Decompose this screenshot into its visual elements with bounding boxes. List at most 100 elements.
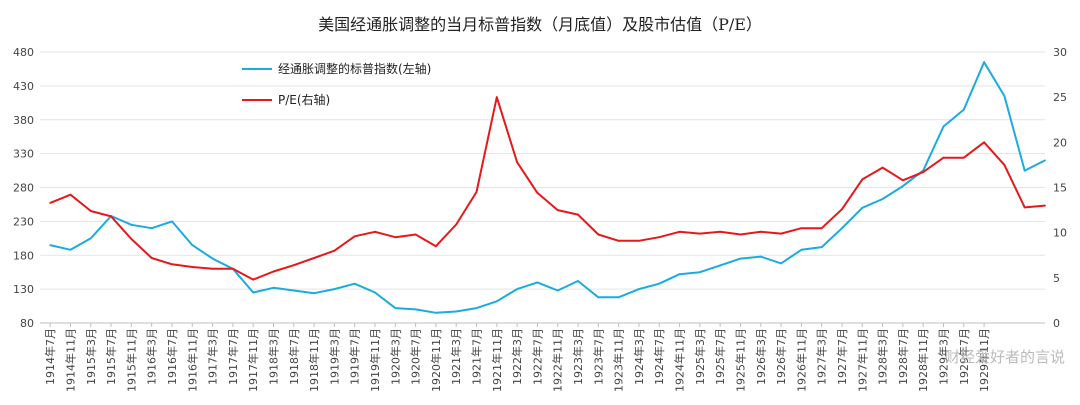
index-point — [841, 227, 843, 230]
pe-point — [191, 266, 194, 268]
index-point — [983, 61, 985, 64]
x-tick-label: 1921年11月 — [490, 328, 504, 392]
y-tick-label: 80 — [20, 317, 34, 330]
y-tick-label: 280 — [13, 182, 34, 195]
index-point — [678, 273, 681, 276]
pe-point — [902, 179, 904, 182]
x-tick-label: 1917年3月 — [206, 328, 220, 385]
x-tick-label: 1924年11月 — [673, 328, 687, 392]
x-tick-label: 1923年11月 — [612, 328, 626, 392]
index-point — [536, 281, 539, 284]
pe-point — [577, 213, 579, 216]
index-point — [191, 244, 194, 247]
pe-point — [292, 264, 295, 267]
x-tick-label: 1927年7月 — [835, 328, 849, 385]
pe-point — [495, 96, 498, 99]
y-tick-label: 380 — [13, 114, 34, 127]
pe-point — [272, 270, 275, 273]
axes: 80 130 180 230 280 330 380 430 480 0 5 10 15 20 25 30 19… — [13, 46, 1067, 392]
index-point — [353, 282, 356, 285]
index-point — [577, 280, 579, 282]
y2-tick-label: 25 — [1053, 91, 1067, 104]
index-point — [414, 308, 417, 311]
pe-point — [150, 257, 153, 259]
index-point — [800, 248, 803, 251]
y-tick-label: 230 — [13, 215, 34, 228]
index-point — [171, 220, 173, 223]
y-tick-label: 430 — [13, 80, 34, 93]
x-tick-label: 1916年11月 — [185, 328, 199, 392]
legend-label: P/E(右轴) — [278, 92, 330, 107]
index-point — [556, 289, 559, 292]
index-point — [820, 246, 823, 249]
pe-point — [475, 191, 478, 193]
index-point — [89, 237, 92, 240]
x-tick-label: 1916年3月 — [145, 328, 159, 385]
x-tick-label: 1924年7月 — [652, 328, 666, 385]
x-tick-label: 1923年7月 — [591, 328, 605, 385]
pe-point — [556, 209, 559, 212]
pe-point — [942, 156, 945, 159]
pe-point — [638, 239, 640, 242]
x-tick-label: 1921年3月 — [449, 328, 463, 385]
y2-tick-label: 0 — [1053, 317, 1060, 330]
index-point — [861, 206, 864, 209]
x-tick-label: 1918年11月 — [307, 328, 321, 392]
pe-point — [962, 156, 965, 159]
pe-point — [333, 249, 336, 252]
index-point — [1023, 169, 1026, 172]
index-point — [962, 108, 965, 111]
index-point — [475, 307, 478, 309]
x-tick-label: 1929年11月 — [977, 328, 991, 392]
pe-point — [130, 238, 133, 240]
x-tick-label: 1916年7月 — [165, 328, 179, 385]
pe-point — [861, 178, 864, 181]
series-line-index — [49, 61, 1046, 314]
pe-point — [435, 245, 437, 248]
index-point — [455, 310, 458, 313]
x-tick-label: 1922年7月 — [530, 328, 544, 385]
index-point — [313, 292, 315, 295]
pe-point — [516, 161, 518, 164]
index-point — [719, 264, 722, 267]
pe-point — [110, 215, 112, 218]
y-tick-label: 330 — [13, 148, 34, 161]
pe-point — [171, 263, 173, 266]
x-tick-label: 1915年7月 — [104, 328, 118, 385]
pe-point — [455, 223, 458, 226]
index-point — [374, 291, 376, 294]
x-tick-label: 1926年7月 — [774, 328, 788, 385]
pe-point — [353, 235, 356, 238]
x-tick-label: 1920年11月 — [429, 328, 443, 392]
x-tick-label: 1928年3月 — [876, 328, 890, 385]
x-tick-label: 1924年3月 — [632, 328, 646, 385]
x-tick-label: 1917年7月 — [226, 328, 240, 385]
index-point — [780, 262, 782, 265]
pe-point — [698, 232, 701, 235]
y2-tick-label: 15 — [1053, 182, 1067, 195]
x-tick-label: 1914年11月 — [63, 328, 77, 392]
index-point — [252, 291, 255, 294]
index-point — [658, 282, 661, 285]
x-tick-label: 1926年11月 — [794, 328, 808, 392]
x-tick-label: 1925年3月 — [693, 328, 707, 385]
y2-tick-label: 20 — [1053, 136, 1067, 149]
pe-point — [232, 267, 234, 270]
x-tick-label: 1922年11月 — [551, 328, 565, 392]
x-tick-label: 1920年3月 — [388, 328, 402, 385]
series-line-pe — [49, 96, 1046, 281]
index-point — [902, 185, 904, 188]
x-tick-label: 1925年11月 — [733, 328, 747, 392]
pe-point — [881, 166, 884, 169]
index-point — [69, 248, 72, 251]
x-tick-label: 1927年3月 — [815, 328, 829, 385]
y-tick-label: 480 — [13, 46, 34, 59]
series-layer — [49, 61, 1046, 314]
index-point — [150, 227, 153, 230]
x-tick-label: 1926年3月 — [754, 328, 768, 385]
index-point — [638, 288, 640, 290]
x-tick-label: 1914年7月 — [43, 328, 57, 385]
x-tick-label: 1919年11月 — [368, 328, 382, 392]
